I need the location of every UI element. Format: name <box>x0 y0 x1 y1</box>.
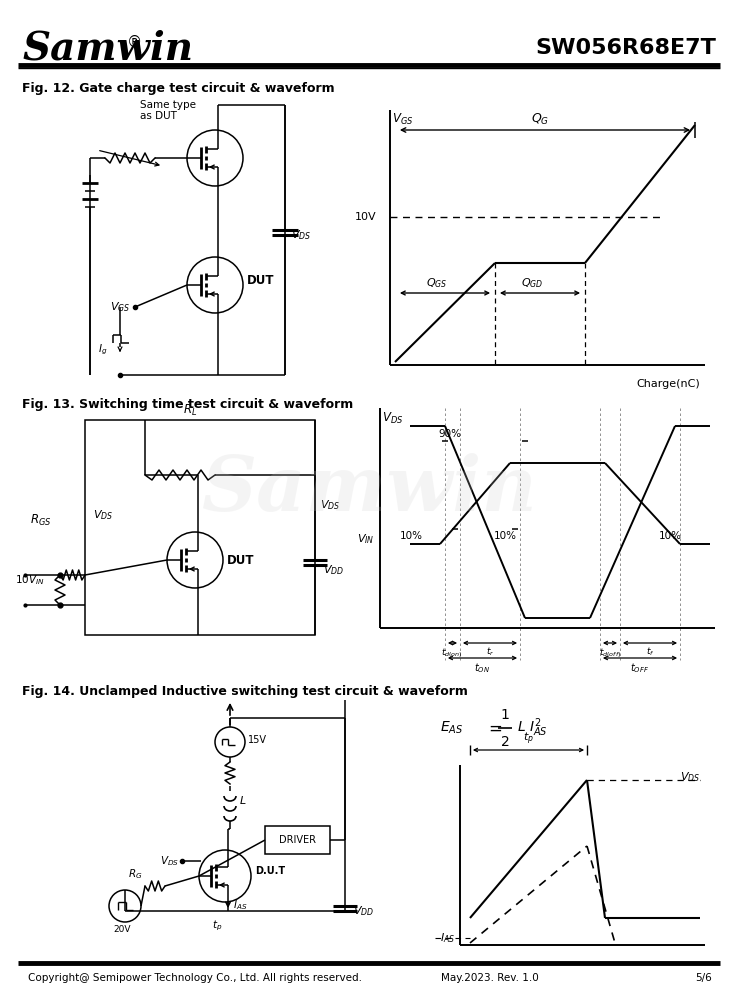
Text: $Q_G$: $Q_G$ <box>531 112 549 127</box>
Text: $=$: $=$ <box>485 719 503 737</box>
Text: $I_{AS}$: $I_{AS}$ <box>440 931 455 945</box>
Text: $t_f$: $t_f$ <box>646 646 655 658</box>
Text: 20V: 20V <box>113 925 131 934</box>
Text: DUT: DUT <box>227 554 255 566</box>
Text: 10%: 10% <box>658 531 681 541</box>
Text: DUT: DUT <box>247 273 275 286</box>
Text: $V_{DS}$: $V_{DS}$ <box>382 411 404 426</box>
Text: $t_{ON}$: $t_{ON}$ <box>474 661 490 675</box>
Text: 1: 1 <box>500 708 509 722</box>
Text: 5/6: 5/6 <box>695 973 712 983</box>
Text: $t_{d(off)}$: $t_{d(off)}$ <box>599 646 621 660</box>
Text: Same type: Same type <box>140 100 196 110</box>
Text: $Q_{GD}$: $Q_{GD}$ <box>521 276 543 290</box>
Text: May.2023. Rev. 1.0: May.2023. Rev. 1.0 <box>441 973 539 983</box>
Bar <box>85 420 315 635</box>
Text: SW056R68E7T: SW056R68E7T <box>535 38 716 58</box>
Text: $t_{d(on)}$: $t_{d(on)}$ <box>441 646 463 660</box>
Text: $10V_{IN}$: $10V_{IN}$ <box>15 573 45 587</box>
Text: DRIVER: DRIVER <box>278 835 316 845</box>
Text: as DUT: as DUT <box>140 111 177 121</box>
Text: $t_r$: $t_r$ <box>486 646 494 658</box>
Text: $E_{AS}$: $E_{AS}$ <box>440 720 463 736</box>
Text: $I_g$: $I_g$ <box>98 343 108 357</box>
Text: $t_{OFF}$: $t_{OFF}$ <box>630 661 649 675</box>
Text: $I_{AS}$: $I_{AS}$ <box>233 898 247 912</box>
Text: $V_{IN}$: $V_{IN}$ <box>357 532 375 546</box>
Text: $t_p$: $t_p$ <box>212 919 222 933</box>
Text: 90%: 90% <box>438 429 461 439</box>
Text: $R_L$: $R_L$ <box>183 403 197 418</box>
Text: Fig. 12. Gate charge test circuit & waveform: Fig. 12. Gate charge test circuit & wave… <box>22 82 334 95</box>
Text: Samwin: Samwin <box>202 453 538 527</box>
Text: $V_{DS}$: $V_{DS}$ <box>680 770 700 784</box>
Text: $L\ I_{AS}^2$: $L\ I_{AS}^2$ <box>517 717 548 739</box>
Text: 10%: 10% <box>400 531 423 541</box>
Text: $V_{DS}$: $V_{DS}$ <box>320 498 340 512</box>
Text: 15V: 15V <box>248 735 267 745</box>
Text: $V_{GS}$: $V_{GS}$ <box>110 300 131 314</box>
Text: $V_{DD}$: $V_{DD}$ <box>323 563 344 577</box>
Text: Fig. 13. Switching time test circuit & waveform: Fig. 13. Switching time test circuit & w… <box>22 398 354 411</box>
Text: 2: 2 <box>500 735 509 749</box>
Text: Charge(nC): Charge(nC) <box>636 379 700 389</box>
Text: L: L <box>240 796 246 806</box>
Text: $V_{DD}$: $V_{DD}$ <box>353 904 374 918</box>
Text: D.U.T: D.U.T <box>255 866 285 876</box>
Text: ®: ® <box>127 35 142 50</box>
Text: Fig. 14. Unclamped Inductive switching test circuit & waveform: Fig. 14. Unclamped Inductive switching t… <box>22 685 468 698</box>
Text: Copyright@ Semipower Technology Co., Ltd. All rights reserved.: Copyright@ Semipower Technology Co., Ltd… <box>28 973 362 983</box>
Text: $V_{GS}$: $V_{GS}$ <box>392 112 413 127</box>
Text: $Q_{GS}$: $Q_{GS}$ <box>427 276 448 290</box>
Text: $V_{DS}$: $V_{DS}$ <box>160 854 179 868</box>
Text: $V_{DS}$: $V_{DS}$ <box>93 508 113 522</box>
Text: 10V: 10V <box>355 212 376 222</box>
Bar <box>265 826 330 854</box>
Text: Samwin: Samwin <box>22 29 193 67</box>
Text: $R_G$: $R_G$ <box>128 867 142 881</box>
Text: $t_p$: $t_p$ <box>523 731 534 747</box>
Text: $R_{GS}$: $R_{GS}$ <box>30 512 52 528</box>
Text: $V_{DS}$: $V_{DS}$ <box>291 228 311 242</box>
Text: 10%: 10% <box>494 531 517 541</box>
